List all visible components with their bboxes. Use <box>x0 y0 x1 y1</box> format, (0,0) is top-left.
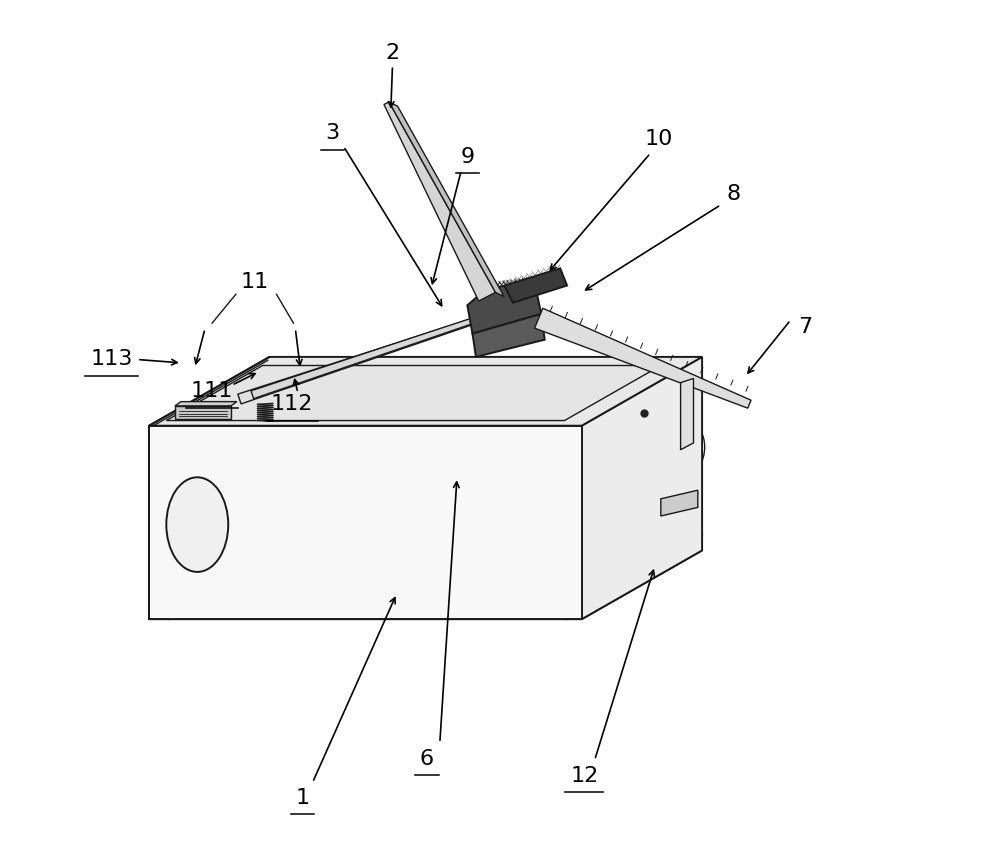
Text: 8: 8 <box>727 183 741 204</box>
Text: 113: 113 <box>90 349 132 370</box>
Text: 12: 12 <box>570 765 598 786</box>
Polygon shape <box>582 357 702 619</box>
Text: 9: 9 <box>460 146 474 167</box>
Text: 3: 3 <box>325 123 339 144</box>
Polygon shape <box>384 101 495 301</box>
Text: 7: 7 <box>798 316 812 337</box>
Text: 112: 112 <box>271 394 313 415</box>
Polygon shape <box>535 308 751 408</box>
Polygon shape <box>472 314 545 357</box>
Text: 10: 10 <box>645 129 673 150</box>
Polygon shape <box>149 426 582 619</box>
Polygon shape <box>149 550 702 619</box>
Polygon shape <box>389 101 504 297</box>
Polygon shape <box>681 378 693 450</box>
Ellipse shape <box>166 477 228 572</box>
Polygon shape <box>504 268 567 303</box>
Text: 6: 6 <box>420 748 434 769</box>
Polygon shape <box>175 402 237 406</box>
Polygon shape <box>251 306 509 399</box>
Text: 1: 1 <box>295 788 309 808</box>
Polygon shape <box>175 406 231 419</box>
Polygon shape <box>661 490 698 516</box>
Text: 111: 111 <box>191 381 233 402</box>
Polygon shape <box>149 357 702 426</box>
Polygon shape <box>467 282 541 334</box>
Polygon shape <box>238 307 509 404</box>
Text: 2: 2 <box>385 43 400 64</box>
Text: 11: 11 <box>241 272 269 292</box>
Polygon shape <box>166 366 661 421</box>
